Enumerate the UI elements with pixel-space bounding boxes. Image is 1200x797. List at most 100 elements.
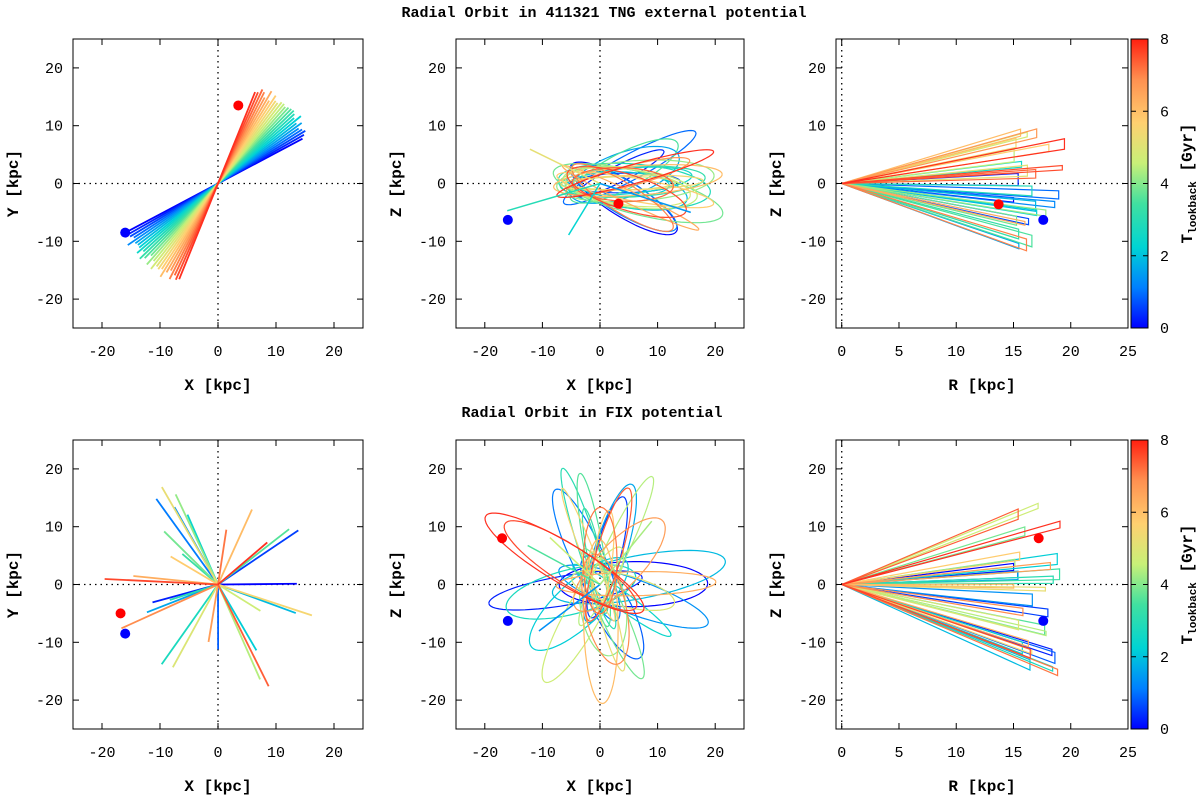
x-tick-label: 0: [837, 745, 846, 762]
orbit-loop: [561, 487, 616, 622]
x-tick-label: -10: [529, 745, 556, 762]
y-tick-label: -10: [36, 635, 63, 652]
orbit-loop: [552, 163, 723, 198]
row-title-0: Radial Orbit in 411321 TNG external pote…: [401, 5, 806, 22]
orbit-segment: [599, 520, 653, 585]
y-tick-label: 20: [428, 462, 446, 479]
x-tick-label: -10: [146, 344, 173, 361]
orbit-segment: [172, 584, 219, 668]
orbit-segment: [169, 583, 219, 601]
orbit-segment: [207, 584, 219, 643]
x-tick-label: 10: [267, 745, 285, 762]
orbit-loop: [561, 164, 700, 231]
orbit-segment: [155, 498, 219, 586]
x-tick-label: -10: [146, 745, 173, 762]
orbit-loop: [841, 182, 1028, 252]
orbit-segment: [599, 182, 691, 214]
orbit-traces: [841, 128, 1066, 252]
orbit-loop: [582, 538, 619, 705]
x-tick-label: 10: [947, 745, 965, 762]
orbit-segment: [527, 544, 601, 586]
orbit-loop: [841, 583, 1015, 589]
orbit-loop: [578, 475, 655, 627]
orbit-loop: [571, 569, 676, 611]
orbit-loop: [571, 163, 674, 233]
orbit-loop: [841, 520, 1061, 586]
orbit-loop: [560, 467, 617, 630]
y-tick-label: -10: [419, 635, 446, 652]
x-tick-label: 10: [947, 344, 965, 361]
orbit-segment: [174, 493, 219, 585]
orbit-loop: [565, 157, 691, 196]
x-axis-label: X [kpc]: [566, 377, 633, 395]
panel-r0-c2: 0 5 10 15 20 25 -20 -10 0 10 20 R [kpc] Z [kpc]: [768, 38, 1137, 395]
y-tick-label: 0: [54, 578, 63, 595]
orbit-segment: [567, 183, 601, 236]
orbit-loop: [582, 506, 618, 615]
orbit-segment: [170, 555, 219, 586]
orbit-loop: [569, 138, 679, 204]
y-tick-label: 0: [437, 578, 446, 595]
orbit-loop: [841, 583, 1020, 631]
orbit-traces: [125, 89, 306, 281]
x-axis-label: X [kpc]: [184, 778, 251, 796]
orbit-loop: [588, 551, 626, 672]
row-title-1: Radial Orbit in FIX potential: [461, 405, 722, 422]
orbit-loop: [841, 182, 1033, 248]
orbit-segment: [217, 582, 297, 586]
y-tick-label: 10: [45, 520, 63, 537]
orbit-loop: [841, 138, 1066, 185]
x-axis-label: R [kpc]: [948, 377, 1015, 395]
orbit-traces: [484, 467, 726, 705]
orbit-segment: [538, 583, 601, 632]
orbit-loop: [841, 583, 1033, 607]
orbit-loop: [841, 182, 1056, 209]
x-tick-label: -20: [471, 745, 498, 762]
x-tick-label: 20: [325, 745, 343, 762]
orbit-traces: [104, 486, 313, 687]
orbit-segment: [178, 91, 256, 280]
orbit-segment: [217, 541, 268, 586]
x-tick-label: -20: [471, 344, 498, 361]
y-tick-label: -20: [36, 693, 63, 710]
orbit-loop: [841, 182, 1020, 240]
orbit-segment: [104, 578, 219, 586]
orbit-segment: [121, 583, 219, 630]
panel-r0-c1: -20 -10 0 10 20 -20 -10 0 10 20 X [kpc] Z [kpc]: [388, 38, 745, 395]
orbit-loop: [841, 168, 1037, 185]
y-tick-label: -10: [799, 635, 826, 652]
colorbars: 0 2 4 6 8 Tlookback [Gyr] 0 2 4 6 8 Tlookback [Gyr]: [1130, 32, 1200, 739]
y-tick-label: -20: [799, 693, 826, 710]
x-tick-label: 20: [1062, 344, 1080, 361]
x-tick-label: 0: [213, 745, 222, 762]
y-tick-label: -20: [419, 292, 446, 309]
y-tick-label: 10: [428, 119, 446, 136]
orbit-loop: [528, 556, 629, 652]
colorbar-tick-label: 6: [1160, 104, 1169, 121]
y-tick-label: 0: [817, 177, 826, 194]
y-axis-label: Z [kpc]: [768, 551, 786, 618]
orbit-loop: [505, 564, 637, 620]
x-tick-label: -20: [88, 745, 115, 762]
x-tick-label: 20: [706, 745, 724, 762]
y-axis-label: Z [kpc]: [388, 551, 406, 618]
y-tick-label: 10: [45, 119, 63, 136]
y-tick-label: 20: [808, 462, 826, 479]
y-tick-label: 0: [54, 177, 63, 194]
colorbar-tick-label: 4: [1160, 177, 1169, 194]
end-marker: [497, 533, 508, 544]
orbit-loop: [841, 164, 1063, 185]
x-tick-label: 10: [649, 745, 667, 762]
x-tick-label: 0: [837, 344, 846, 361]
orbit-loop: [551, 549, 726, 605]
orbit-loop: [841, 128, 1038, 185]
orbit-segment: [549, 536, 601, 586]
y-tick-label: -10: [799, 234, 826, 251]
orbit-loop: [841, 502, 1039, 586]
orbit-loop: [841, 508, 1019, 586]
x-tick-label: 0: [213, 344, 222, 361]
orbit-segment: [507, 182, 601, 212]
start-marker: [120, 227, 131, 238]
orbit-loop: [566, 166, 687, 218]
